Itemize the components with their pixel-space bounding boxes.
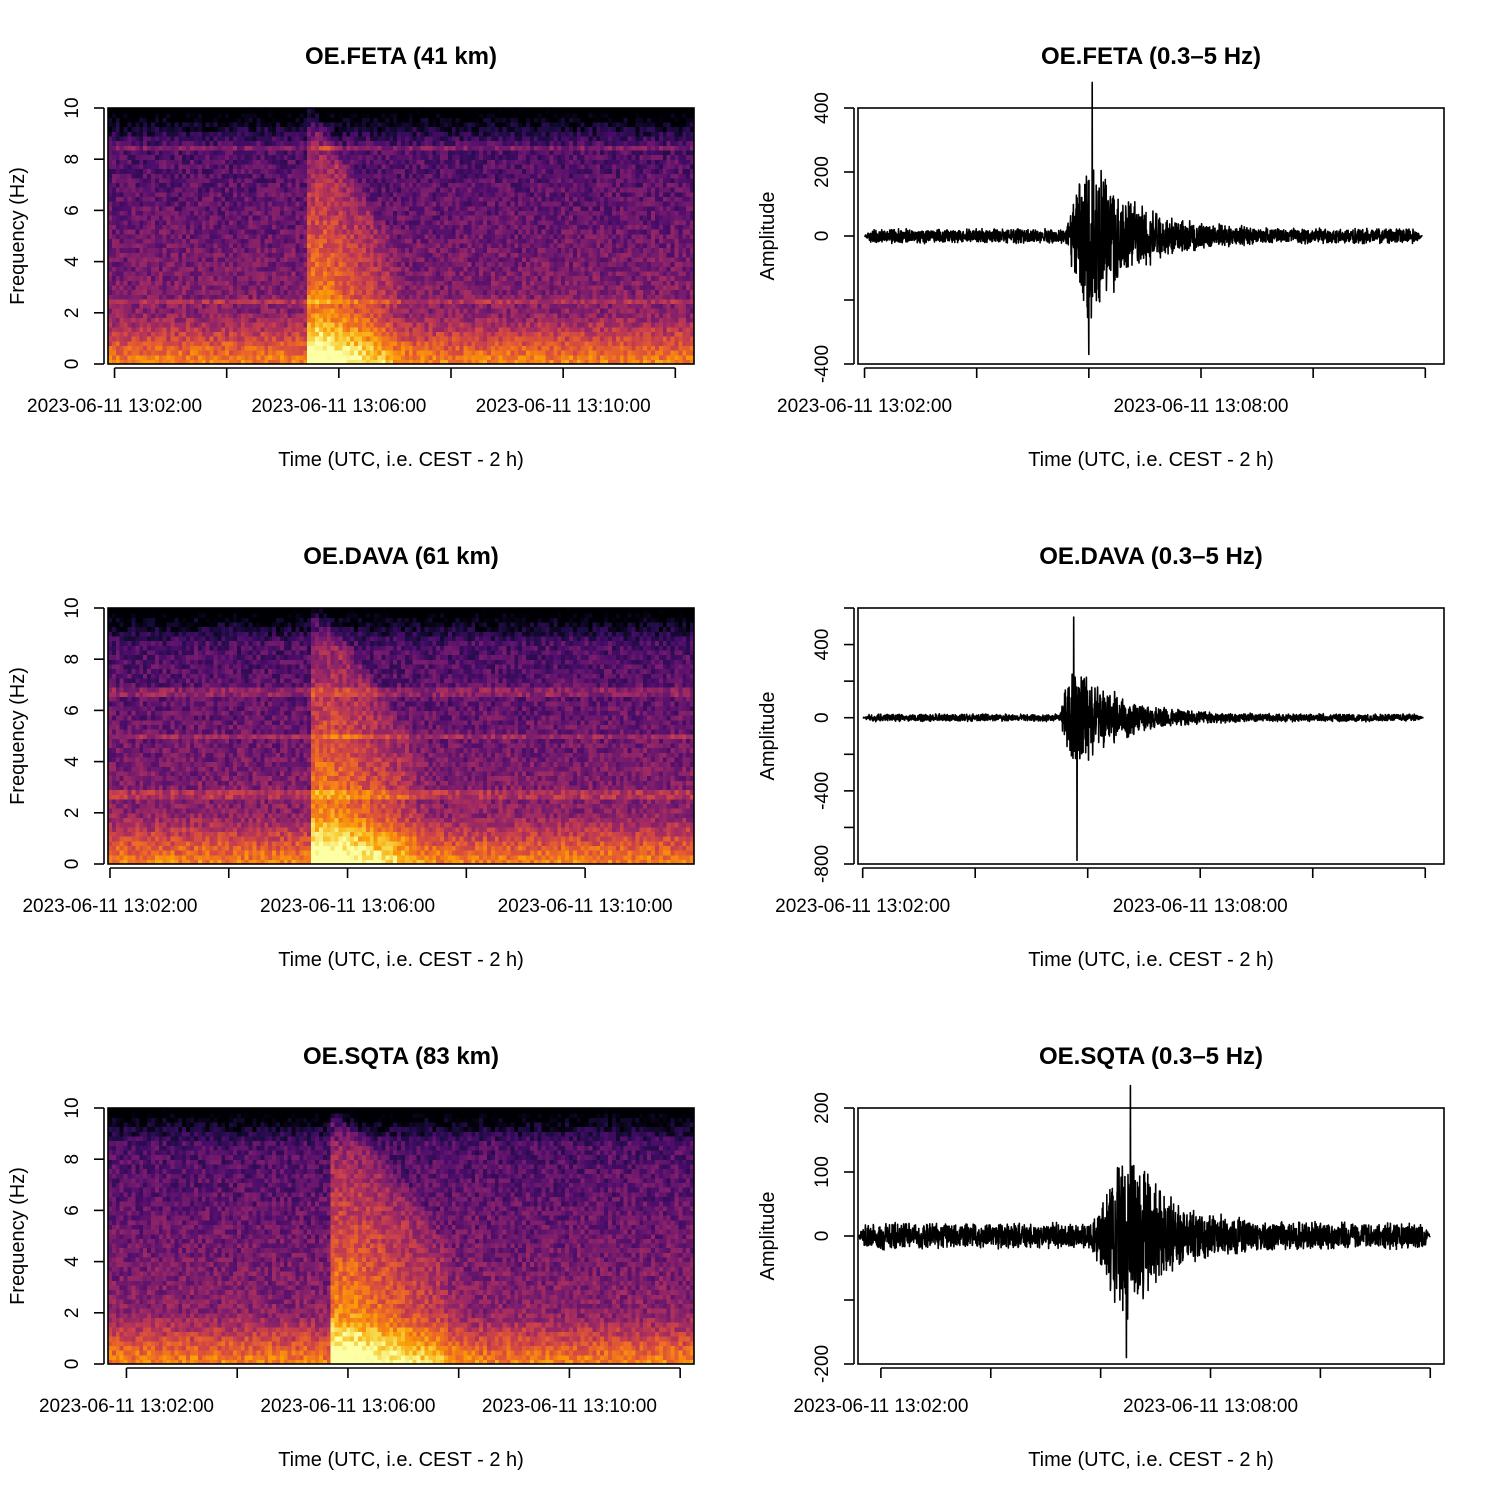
y-tick-label: 6 bbox=[62, 1205, 83, 1216]
y-tick-label: 400 bbox=[812, 92, 833, 124]
x-axis-label: Time (UTC, i.e. CEST - 2 h) bbox=[1028, 1449, 1274, 1471]
x-axis-label: Time (UTC, i.e. CEST - 2 h) bbox=[278, 949, 524, 971]
dava-spectrogram-panel: OE.DAVA (61 km)2023-06-11 13:02:00 2023-0… bbox=[7, 543, 695, 971]
panel-title: OE.DAVA (0.3–5 Hz) bbox=[1039, 543, 1263, 570]
x-tick-label: 2023-06-11 13:08:00 bbox=[1123, 1396, 1298, 1417]
y-tick-label: 10 bbox=[62, 1097, 83, 1118]
y-tick-label: 100 bbox=[812, 1156, 833, 1188]
panel-title: OE.FETA (41 km) bbox=[305, 43, 497, 70]
panel-title: OE.SQTA (0.3–5 Hz) bbox=[1039, 1043, 1263, 1070]
waveform-trace bbox=[858, 1086, 1430, 1358]
y-tick-label: 0 bbox=[812, 712, 833, 723]
y-axis-label: Amplitude bbox=[757, 692, 779, 781]
x-tick-label: 2023-06-11 13:10:00 bbox=[498, 896, 673, 917]
y-tick-label: 6 bbox=[62, 705, 83, 716]
x-axis: 2023-06-11 13:02:00 2023-06-11 13:06:00 20… bbox=[22, 868, 672, 917]
dava-waveform-panel: OE.DAVA (0.3–5 Hz)2023-06-11 13:02:00 202… bbox=[757, 543, 1444, 971]
y-axis-label: Amplitude bbox=[757, 192, 779, 281]
y-tick-label: -200 bbox=[812, 1345, 833, 1383]
waveform-trace bbox=[865, 82, 1423, 354]
x-tick-label: 2023-06-11 13:06:00 bbox=[251, 396, 426, 417]
y-axis: 0 2 4 6 8 10 bbox=[62, 1097, 104, 1369]
x-tick-label: 2023-06-11 13:02:00 bbox=[27, 396, 202, 417]
y-tick-label: 8 bbox=[62, 154, 83, 165]
spectrogram-cells bbox=[108, 108, 695, 365]
y-tick-label: 0 bbox=[62, 1359, 83, 1370]
panel-title: OE.SQTA (83 km) bbox=[303, 1043, 499, 1070]
x-tick-label: 2023-06-11 13:02:00 bbox=[39, 1396, 214, 1417]
y-tick-label: 0 bbox=[62, 859, 83, 870]
waveform-trace bbox=[863, 617, 1424, 860]
x-axis: 2023-06-11 13:02:00 2023-06-11 13:08:00 bbox=[793, 1368, 1430, 1417]
feta-waveform-panel: OE.FETA (0.3–5 Hz)2023-06-11 13:02:00 202… bbox=[757, 43, 1444, 471]
sqta-spectrogram-panel: OE.SQTA (83 km)2023-06-11 13:02:00 2023-0… bbox=[7, 1043, 695, 1471]
x-tick-label: 2023-06-11 13:06:00 bbox=[260, 1396, 435, 1417]
y-tick-label: 0 bbox=[812, 1231, 833, 1242]
y-tick-label: -400 bbox=[812, 772, 833, 810]
y-tick-label: 4 bbox=[62, 256, 83, 267]
x-tick-label: 2023-06-11 13:02:00 bbox=[775, 896, 950, 917]
x-tick-label: 2023-06-11 13:02:00 bbox=[22, 896, 197, 917]
spectrogram-cells bbox=[108, 1108, 695, 1365]
y-axis-label: Amplitude bbox=[757, 1192, 779, 1281]
y-tick-label: 0 bbox=[62, 359, 83, 370]
y-tick-label: -400 bbox=[812, 345, 833, 383]
y-tick-label: 200 bbox=[812, 156, 833, 188]
y-axis-label: Frequency (Hz) bbox=[7, 1167, 29, 1305]
y-axis: 0 2 4 6 8 10 bbox=[62, 97, 104, 369]
y-tick-label: -800 bbox=[812, 845, 833, 883]
y-tick-label: 10 bbox=[62, 597, 83, 618]
y-tick-label: 0 bbox=[812, 231, 833, 242]
y-tick-label: 2 bbox=[62, 308, 83, 319]
x-axis: 2023-06-11 13:02:00 2023-06-11 13:06:00 20… bbox=[27, 368, 675, 417]
y-tick-label: 4 bbox=[62, 756, 83, 767]
y-tick-label: 6 bbox=[62, 205, 83, 216]
y-tick-label: 2 bbox=[62, 1308, 83, 1319]
feta-spectrogram-panel: OE.FETA (41 km)2023-06-11 13:02:00 2023-0… bbox=[7, 43, 695, 471]
panel-title: OE.FETA (0.3–5 Hz) bbox=[1041, 43, 1261, 70]
x-axis: 2023-06-11 13:02:00 2023-06-11 13:08:00 bbox=[777, 368, 1425, 417]
x-tick-label: 2023-06-11 13:02:00 bbox=[777, 396, 952, 417]
y-tick-label: 200 bbox=[812, 1092, 833, 1124]
x-tick-label: 2023-06-11 13:08:00 bbox=[1113, 896, 1288, 917]
y-tick-label: 4 bbox=[62, 1256, 83, 1267]
y-axis: -800 -400 0 400 bbox=[812, 608, 854, 883]
sqta-waveform-panel: OE.SQTA (0.3–5 Hz)2023-06-11 13:02:00 202… bbox=[757, 1043, 1444, 1471]
y-tick-label: 2 bbox=[62, 808, 83, 819]
x-axis: 2023-06-11 13:02:00 2023-06-11 13:06:00 20… bbox=[39, 1368, 680, 1417]
x-tick-label: 2023-06-11 13:02:00 bbox=[793, 1396, 968, 1417]
x-axis-label: Time (UTC, i.e. CEST - 2 h) bbox=[1028, 949, 1274, 971]
y-axis: 0 2 4 6 8 10 bbox=[62, 597, 104, 869]
plot-frame bbox=[858, 608, 1444, 864]
x-axis-label: Time (UTC, i.e. CEST - 2 h) bbox=[278, 449, 524, 471]
x-tick-label: 2023-06-11 13:08:00 bbox=[1113, 396, 1288, 417]
y-tick-label: 8 bbox=[62, 654, 83, 665]
panel-title: OE.DAVA (61 km) bbox=[303, 543, 499, 570]
x-axis-label: Time (UTC, i.e. CEST - 2 h) bbox=[1028, 449, 1274, 471]
y-tick-label: 10 bbox=[62, 97, 83, 118]
y-axis: -400 0 200 400 bbox=[812, 92, 854, 383]
spectrogram-cells bbox=[108, 608, 695, 865]
y-tick-label: 400 bbox=[812, 629, 833, 661]
y-tick-label: 8 bbox=[62, 1154, 83, 1165]
x-tick-label: 2023-06-11 13:06:00 bbox=[260, 896, 435, 917]
x-tick-label: 2023-06-11 13:10:00 bbox=[476, 396, 651, 417]
x-tick-label: 2023-06-11 13:10:00 bbox=[482, 1396, 657, 1417]
y-axis-label: Frequency (Hz) bbox=[7, 667, 29, 805]
y-axis-label: Frequency (Hz) bbox=[7, 167, 29, 305]
x-axis: 2023-06-11 13:02:00 2023-06-11 13:08:00 bbox=[775, 868, 1425, 917]
x-axis-label: Time (UTC, i.e. CEST - 2 h) bbox=[278, 1449, 524, 1471]
y-axis: -200 0 100 200 bbox=[812, 1092, 854, 1383]
